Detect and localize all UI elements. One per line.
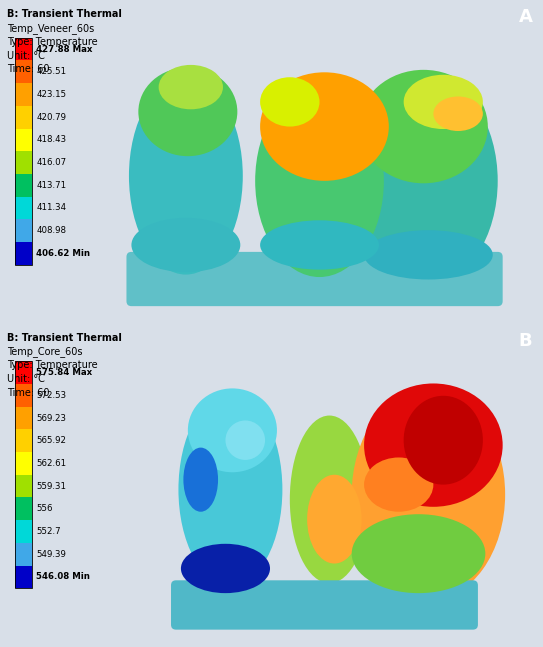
Text: 413.71: 413.71 [36,181,66,190]
Text: 575.84 Max: 575.84 Max [36,368,93,377]
Ellipse shape [364,457,433,512]
Ellipse shape [138,67,237,156]
Bar [15,106,33,129]
Text: 546.08 Min: 546.08 Min [36,573,90,582]
Text: Time: 60: Time: 60 [7,65,49,74]
Ellipse shape [188,388,277,472]
Bar [15,565,33,588]
Ellipse shape [359,77,498,285]
Ellipse shape [352,514,485,593]
Text: 569.23: 569.23 [36,413,66,422]
Ellipse shape [403,75,483,129]
Text: Type: Temperature: Type: Temperature [7,360,97,370]
Text: A: A [519,8,532,26]
Text: Type: Temperature: Type: Temperature [7,37,97,47]
Text: 416.07: 416.07 [36,158,66,167]
Text: 572.53: 572.53 [36,391,66,400]
FancyBboxPatch shape [171,580,478,630]
Ellipse shape [129,77,243,274]
Ellipse shape [179,393,282,586]
Ellipse shape [290,415,369,584]
Text: Unit: °C: Unit: °C [7,50,45,61]
Ellipse shape [181,543,270,593]
Bar [15,242,33,265]
FancyBboxPatch shape [127,252,503,306]
Ellipse shape [225,421,265,460]
Bar [15,520,33,543]
Ellipse shape [131,218,241,272]
Text: 556: 556 [36,504,53,513]
Ellipse shape [255,85,384,277]
Text: B: Transient Thermal: B: Transient Thermal [7,9,122,19]
Ellipse shape [260,220,379,270]
Text: 406.62 Min: 406.62 Min [36,249,90,258]
Bar [15,543,33,565]
Ellipse shape [364,230,493,280]
Text: Temp_Veneer_60s: Temp_Veneer_60s [7,23,94,34]
Text: 565.92: 565.92 [36,436,66,445]
Ellipse shape [359,70,488,183]
Bar [15,83,33,106]
Text: 425.51: 425.51 [36,67,66,76]
Text: 420.79: 420.79 [36,113,66,122]
Text: Unit: °C: Unit: °C [7,374,45,384]
Text: B: B [519,332,532,349]
Text: 423.15: 423.15 [36,90,66,99]
Bar [15,475,33,498]
Text: B: Transient Thermal: B: Transient Thermal [7,333,122,343]
Bar [15,38,33,60]
Ellipse shape [260,72,389,181]
Text: 411.34: 411.34 [36,203,66,212]
Text: 559.31: 559.31 [36,481,66,490]
Text: 562.61: 562.61 [36,459,66,468]
Bar [15,498,33,520]
Bar [15,407,33,430]
Ellipse shape [307,475,362,564]
Text: 418.43: 418.43 [36,135,66,144]
Ellipse shape [159,65,223,109]
Text: 427.88 Max: 427.88 Max [36,45,93,54]
Bar [15,197,33,219]
Ellipse shape [260,77,319,127]
Bar [15,174,33,197]
Text: Temp_Core_60s: Temp_Core_60s [7,347,82,357]
Ellipse shape [403,396,483,485]
Text: 552.7: 552.7 [36,527,61,536]
Bar [15,361,33,588]
Ellipse shape [364,384,503,507]
Text: Time: 60: Time: 60 [7,388,49,398]
Ellipse shape [352,388,505,600]
Ellipse shape [184,448,218,512]
Bar [15,60,33,83]
Bar [15,430,33,452]
Bar [15,38,33,265]
Bar [15,361,33,384]
Text: 408.98: 408.98 [36,226,66,235]
Text: 549.39: 549.39 [36,550,66,558]
Bar [15,384,33,407]
Bar [15,129,33,151]
Ellipse shape [433,96,483,131]
Bar [15,219,33,242]
Bar [15,452,33,475]
Bar [15,151,33,174]
